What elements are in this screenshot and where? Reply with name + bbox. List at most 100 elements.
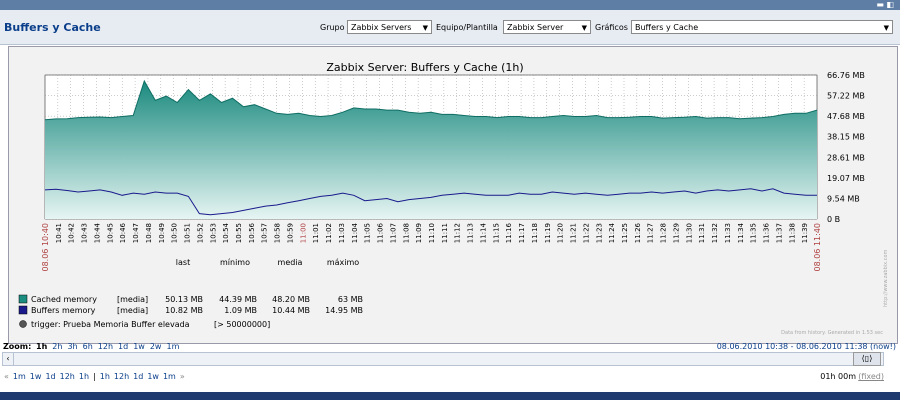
nav-back-1d[interactable]: 1d [45, 372, 56, 381]
graficos-select-value: Buffers y Cache [635, 23, 699, 32]
equipo-select[interactable]: Zabbix Server ▼ [503, 20, 591, 34]
x-tick-label: 10:56 [248, 222, 256, 243]
cached-memory-line [44, 79, 818, 121]
grupo-select[interactable]: Zabbix Servers ▼ [347, 20, 432, 34]
zoom-option-1h[interactable]: 1h [36, 342, 48, 351]
graph-panel: Zabbix Server: Buffers y Cache (1h) 10:4… [8, 46, 898, 344]
zoom-option-2w[interactable]: 2w [149, 342, 162, 351]
zoom-option-1m[interactable]: 1m [166, 342, 180, 351]
nav-back-links: «1m 1w 1d 12h 1h | 1h 12h 1d 1w 1m» [4, 372, 189, 381]
x-tick-label: 11:19 [544, 223, 552, 243]
nav-forward-1d[interactable]: 1d [133, 372, 144, 381]
x-tick-label: 10:50 [171, 223, 179, 243]
x-tick-label: 11:12 [454, 223, 462, 243]
window-top-bar: ▬ ◧ [0, 0, 900, 10]
x-axis-ticks: 10:41 10:42 10:43 10:44 10:45 10:46 10:47 10:48… [55, 222, 809, 243]
zoom-label: Zoom: [3, 342, 32, 351]
nav-back-1m[interactable]: 1m [12, 372, 26, 381]
x-tick-label: 10:46 [119, 222, 127, 243]
legend-header-last: last [176, 258, 190, 267]
nav-forward-arrows-icon: » [179, 372, 185, 381]
x-tick-label: 10:58 [274, 223, 282, 243]
x-tick-label: 11:21 [570, 223, 578, 243]
scroll-handle[interactable]: ⟨▯⟩ [853, 352, 881, 366]
x-tick-label: 11:30 [685, 223, 693, 243]
graph-title: Zabbix Server: Buffers y Cache (1h) [326, 61, 523, 74]
fixed-toggle[interactable]: (fixed) [858, 372, 884, 381]
nav-forward-1h[interactable]: 1h [99, 372, 110, 381]
x-tick-label: 10:59 [286, 223, 294, 243]
zoom-option-3h[interactable]: 3h [67, 342, 78, 351]
nav-forward-12h[interactable]: 12h [113, 372, 130, 381]
nav-back-arrows-icon: « [4, 372, 9, 381]
grupo-select-value: Zabbix Servers [351, 23, 412, 32]
generation-note: Data from history. Generated in 1.53 sec [781, 330, 883, 336]
x-tick-label: 11:10 [428, 223, 436, 243]
legend-swatch-buffers [18, 305, 28, 315]
trigger-value: [> 50000000] [214, 320, 270, 329]
y-tick-label: 57.22 MB [827, 92, 865, 101]
legend-max-buffers: 14.95 MB [325, 306, 363, 315]
x-tick-label: 10:53 [209, 223, 217, 243]
window-controls-icon[interactable]: ▬ ◧ [876, 0, 894, 9]
graficos-label: Gráficos [595, 23, 628, 32]
x-tick-label: 11:14 [479, 222, 487, 243]
x-tick-label: 11:32 [711, 223, 719, 243]
legend-max-cached: 63 MB [338, 295, 363, 304]
y-tick-label: 28.61 MB [827, 153, 865, 162]
x-tick-label: 11:11 [441, 223, 449, 243]
x-tick-label: 11:24 [608, 222, 616, 243]
legend-min-buffers: 1.09 MB [224, 306, 257, 315]
graph-series [44, 79, 818, 219]
x-axis-end-label: 08.06 11:40 [813, 223, 822, 272]
nav-forward-1m[interactable]: 1m [162, 372, 176, 381]
legend-type-buffers: [media] [117, 306, 148, 315]
scroll-left-arrow-icon[interactable]: ‹ [3, 353, 14, 365]
y-axis-ticks: 66.76 MB 57.22 MB 47.68 MB 38.15 MB 28.61 MB… [827, 71, 865, 224]
trigger-icon [19, 320, 27, 328]
nav-back-1h[interactable]: 1h [78, 372, 90, 381]
x-tick-label: 11:08 [402, 223, 410, 243]
x-tick-label: 11:07 [389, 223, 397, 243]
x-tick-label: 11:13 [467, 223, 475, 243]
zoom-option-6h[interactable]: 6h [82, 342, 93, 351]
nav-forward-1w[interactable]: 1w [147, 372, 159, 381]
page-header: Buffers y Cache Grupo Zabbix Servers ▼ E… [0, 10, 900, 45]
equipo-label: Equipo/Plantilla [436, 23, 498, 32]
zoom-option-2h[interactable]: 2h [52, 342, 63, 351]
x-tick-label: 11:01 [312, 223, 320, 243]
x-tick-label: 11:03 [338, 223, 346, 243]
y-tick-label: 38.15 MB [827, 133, 865, 142]
legend-avg-cached: 48.20 MB [272, 295, 310, 304]
x-tick-label: 11:00 [299, 223, 307, 243]
x-tick-label: 11:20 [557, 223, 565, 243]
x-tick-label: 11:35 [750, 223, 758, 243]
buffers-memory-line [44, 188, 817, 216]
legend-header-max: máximo [327, 258, 359, 267]
time-range: 08.06.2010 10:38 - 08.06.2010 11:38 (now… [716, 342, 896, 351]
y-tick-label: 66.76 MB [827, 71, 865, 80]
x-tick-label: 10:42 [68, 223, 76, 243]
legend-last-cached: 50.13 MB [165, 295, 203, 304]
x-tick-label: 11:38 [788, 223, 796, 243]
x-tick-label: 10:47 [132, 223, 140, 243]
chevron-down-icon: ▼ [581, 24, 587, 32]
nav-back-1w[interactable]: 1w [29, 372, 42, 381]
grupo-label: Grupo [320, 23, 345, 32]
x-tick-label: 11:25 [621, 223, 629, 243]
zoom-option-12h[interactable]: 12h [97, 342, 114, 351]
trigger-text: trigger: Prueba Memoria Buffer elevada [31, 320, 190, 329]
zoom-option-1d[interactable]: 1d [118, 342, 129, 351]
x-tick-label: 11:23 [595, 223, 603, 243]
x-tick-label: 11:02 [325, 223, 333, 243]
nav-separator: | [93, 372, 96, 381]
nav-back-12h[interactable]: 12h [59, 372, 75, 381]
zoom-option-1w[interactable]: 1w [133, 342, 145, 351]
x-tick-label: 11:31 [698, 223, 706, 243]
legend-last-buffers: 10.82 MB [165, 306, 203, 315]
timeline-scrollbar[interactable]: ‹ ⟨▯⟩ [2, 352, 884, 366]
period-nav: «1m 1w 1d 12h 1h | 1h 12h 1d 1w 1m» 01h 00m (fixed… [0, 370, 900, 384]
x-tick-label: 11:18 [531, 223, 539, 243]
x-tick-label: 11:15 [492, 223, 500, 243]
graficos-select[interactable]: Buffers y Cache ▼ [631, 20, 893, 34]
